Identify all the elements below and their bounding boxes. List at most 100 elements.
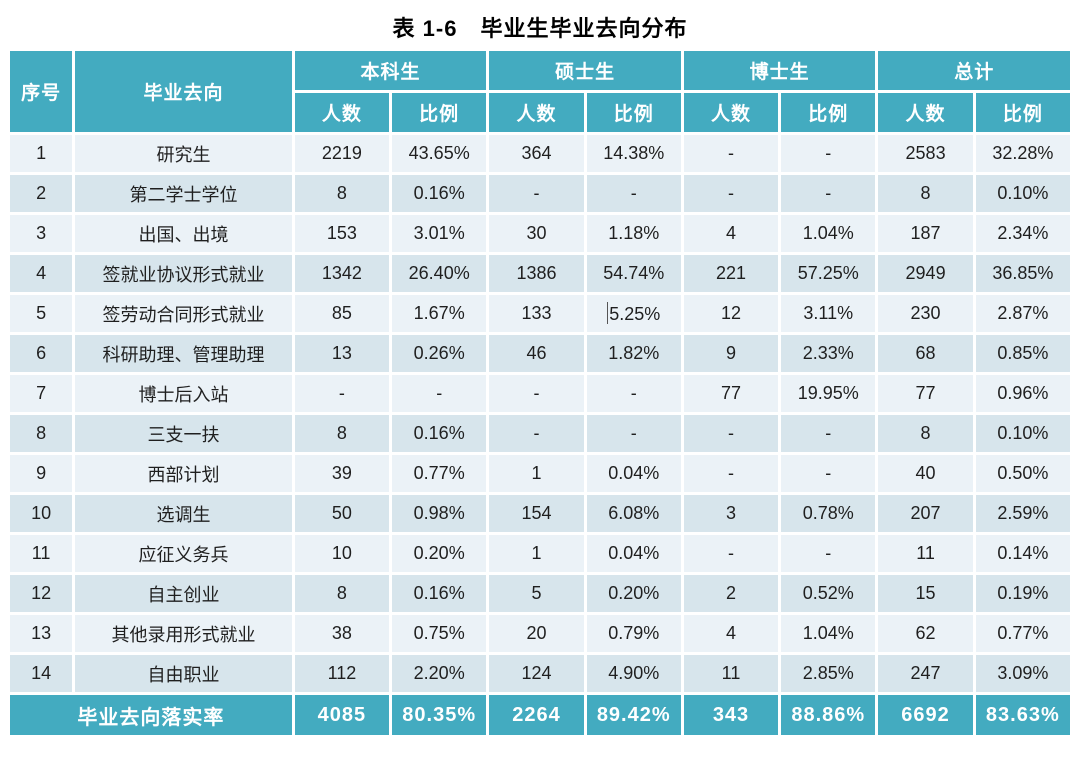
count-cell: 221 <box>683 255 779 292</box>
header-destination: 毕业去向 <box>75 51 292 132</box>
count-cell: 50 <box>294 495 390 532</box>
category-cell: 研究生 <box>75 135 292 172</box>
row-number-cell: 11 <box>10 535 73 572</box>
ratio-cell: 0.77% <box>392 455 487 492</box>
ratio-cell: 3.09% <box>975 655 1070 692</box>
category-cell: 选调生 <box>75 495 292 532</box>
count-cell: 2583 <box>878 135 973 172</box>
table-row: 12 自主创业 8 0.16% 5 0.20% 2 0.52% 15 0.19% <box>10 575 1070 612</box>
table-row: 8 三支一扶 8 0.16% - - - -8 0.10% <box>10 415 1070 452</box>
count-cell: 2219 <box>294 135 390 172</box>
ratio-cell: - <box>781 535 876 572</box>
header-group-master: 硕士生 <box>489 51 681 90</box>
row-number-cell: 13 <box>10 615 73 652</box>
count-cell: 15 <box>878 575 973 612</box>
count-cell: 77 <box>878 375 973 412</box>
ratio-cell: 5.25% <box>586 295 681 332</box>
row-number-cell: 10 <box>10 495 73 532</box>
count-cell: - <box>489 375 584 412</box>
ratio-cell: - <box>586 375 681 412</box>
footer-ratio-cell: 88.86% <box>781 695 876 735</box>
row-number-cell: 7 <box>10 375 73 412</box>
ratio-cell: 1.82% <box>586 335 681 372</box>
count-cell: 11 <box>683 655 779 692</box>
count-cell: 68 <box>878 335 973 372</box>
table-row: 11 应征义务兵 10 0.20% 1 0.04% - -11 0.14% <box>10 535 1070 572</box>
footer-count-cell: 4085 <box>294 695 390 735</box>
count-cell: 112 <box>294 655 390 692</box>
footer-count-cell: 343 <box>683 695 779 735</box>
count-cell: 9 <box>683 335 779 372</box>
count-cell: 46 <box>489 335 584 372</box>
ratio-cell: 0.16% <box>392 575 487 612</box>
count-cell: 62 <box>878 615 973 652</box>
count-cell: 1 <box>489 455 584 492</box>
count-cell: 39 <box>294 455 390 492</box>
category-cell: 第二学士学位 <box>75 175 292 212</box>
table-row: 5 签劳动合同形式就业 85 1.67% 133 5.25% 12 3.11% 230 2.87% <box>10 295 1070 332</box>
row-number-cell: 1 <box>10 135 73 172</box>
ratio-cell: 57.25% <box>781 255 876 292</box>
ratio-cell: 0.10% <box>975 175 1070 212</box>
count-cell: - <box>294 375 390 412</box>
ratio-cell: 0.16% <box>392 175 487 212</box>
category-cell: 应征义务兵 <box>75 535 292 572</box>
count-cell: 4 <box>683 215 779 252</box>
count-cell: 8 <box>878 415 973 452</box>
category-cell: 西部计划 <box>75 455 292 492</box>
ratio-cell: 1.04% <box>781 215 876 252</box>
ratio-cell: 0.20% <box>392 535 487 572</box>
count-cell: 207 <box>878 495 973 532</box>
table-body: 1 研究生 2219 43.65% 364 14.38% - -2583 32.28% 2 第二学士… <box>10 135 1070 692</box>
table-row: 10 选调生 50 0.98% 154 6.08% 3 0.78% 207 2.59% <box>10 495 1070 532</box>
count-cell: 8 <box>294 575 390 612</box>
table-row: 1 研究生 2219 43.65% 364 14.38% - -2583 32.28% <box>10 135 1070 172</box>
ratio-cell: 0.16% <box>392 415 487 452</box>
ratio-cell: 1.67% <box>392 295 487 332</box>
ratio-cell: 0.20% <box>586 575 681 612</box>
category-cell: 签就业协议形式就业 <box>75 255 292 292</box>
ratio-cell: 43.65% <box>392 135 487 172</box>
ratio-cell: 0.50% <box>975 455 1070 492</box>
ratio-cell: 0.96% <box>975 375 1070 412</box>
category-cell: 博士后入站 <box>75 375 292 412</box>
footer-count-cell: 6692 <box>878 695 973 735</box>
ratio-cell: - <box>392 375 487 412</box>
count-cell: 85 <box>294 295 390 332</box>
count-cell: 2949 <box>878 255 973 292</box>
ratio-cell: - <box>781 175 876 212</box>
footer-label: 毕业去向落实率 <box>10 695 292 735</box>
table-row: 9 西部计划 39 0.77% 1 0.04% - -40 0.50% <box>10 455 1070 492</box>
category-cell: 自由职业 <box>75 655 292 692</box>
header-serial-number: 序号 <box>10 51 73 132</box>
count-cell: 2 <box>683 575 779 612</box>
table-header: 序号 毕业去向 本科生 硕士生 博士生 总计 人数 比例 人数 比例 人数 比例… <box>10 51 1070 132</box>
table-row: 14 自由职业 112 2.20% 124 4.90% 11 2.85% 247 3.09% <box>10 655 1070 692</box>
ratio-cell: 14.38% <box>586 135 681 172</box>
category-cell: 三支一扶 <box>75 415 292 452</box>
footer-count-cell: 2264 <box>489 695 584 735</box>
row-number-cell: 5 <box>10 295 73 332</box>
ratio-cell: 2.34% <box>975 215 1070 252</box>
footer-ratio-cell: 80.35% <box>392 695 487 735</box>
ratio-cell: 0.52% <box>781 575 876 612</box>
count-cell: 8 <box>294 175 390 212</box>
count-cell: - <box>683 455 779 492</box>
ratio-cell: - <box>586 415 681 452</box>
header-group-doctor: 博士生 <box>683 51 876 90</box>
graduate-destination-table: 序号 毕业去向 本科生 硕士生 博士生 总计 人数 比例 人数 比例 人数 比例… <box>7 48 1073 738</box>
ratio-cell: 19.95% <box>781 375 876 412</box>
count-cell: 1386 <box>489 255 584 292</box>
ratio-cell: 0.75% <box>392 615 487 652</box>
count-cell: 1342 <box>294 255 390 292</box>
table-row: 2 第二学士学位 8 0.16% - - - -8 0.10% <box>10 175 1070 212</box>
text-cursor <box>607 302 609 324</box>
ratio-cell: 2.87% <box>975 295 1070 332</box>
header-sub-ratio: 比例 <box>975 93 1070 132</box>
ratio-cell: - <box>586 175 681 212</box>
row-number-cell: 8 <box>10 415 73 452</box>
header-sub-ratio: 比例 <box>392 93 487 132</box>
ratio-cell: 0.79% <box>586 615 681 652</box>
count-cell: 10 <box>294 535 390 572</box>
